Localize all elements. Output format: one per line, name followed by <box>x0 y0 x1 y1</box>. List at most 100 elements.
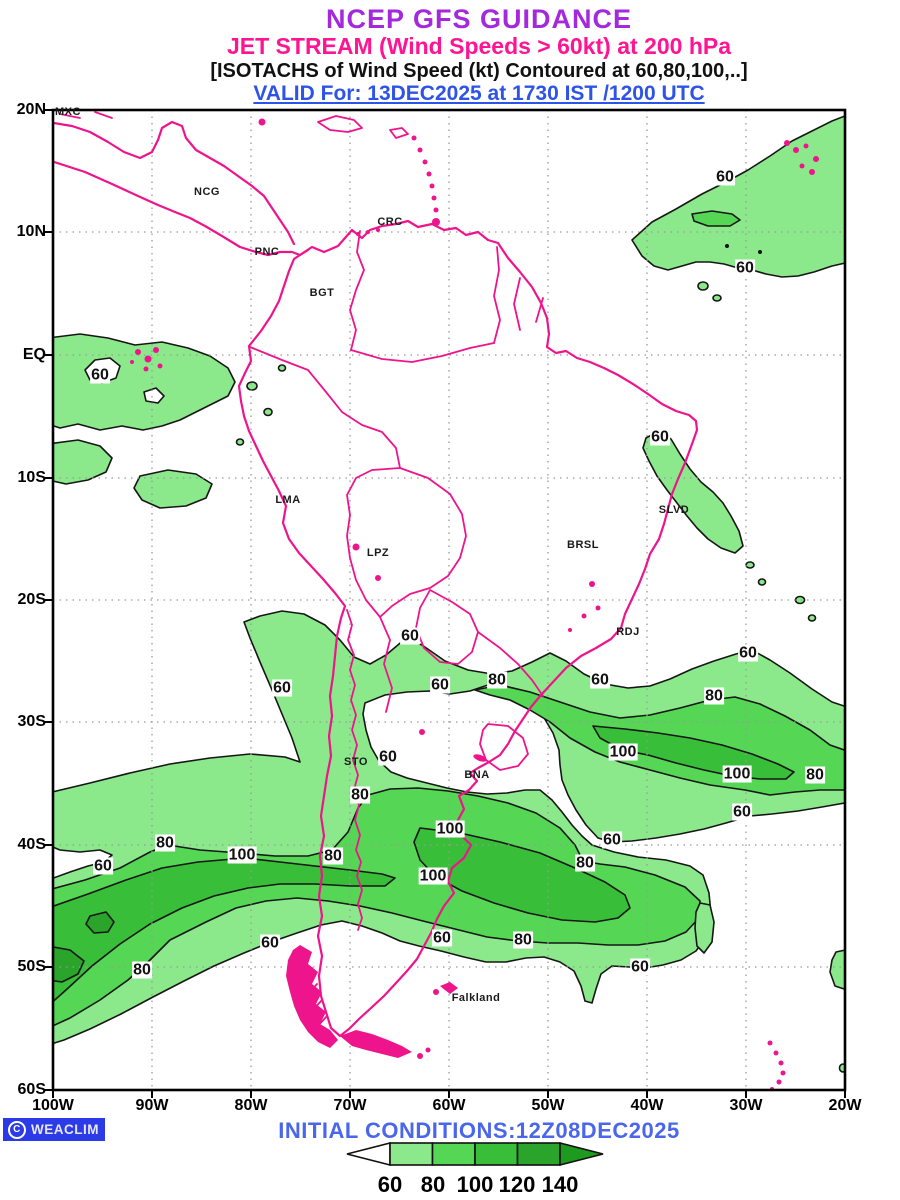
isotach-contour-label: 60 <box>378 748 398 766</box>
lon-axis-label: 60W <box>432 1097 466 1114</box>
city-label: LMA <box>275 494 301 506</box>
islet <box>794 595 806 605</box>
isotach-contour-label: 60 <box>738 644 758 662</box>
cape-verde-islands <box>799 163 805 169</box>
legend-value-label: 100 <box>456 1172 494 1197</box>
lat-axis-label: 40S <box>17 836 46 853</box>
lake-titicaca <box>352 543 360 551</box>
falkland-islands <box>440 982 458 994</box>
islet <box>263 407 273 417</box>
city-label: SLVD <box>658 504 690 516</box>
border-colombia-venezuela <box>349 230 365 351</box>
isotach-contour-label: 60 <box>650 428 670 446</box>
galapagos-islands <box>144 355 152 363</box>
subtitle-isotachs: [ISOTACHS of Wind Speed (kt) Contoured a… <box>210 59 748 82</box>
lat-axis-label: 20N <box>16 101 46 118</box>
legend-value-label: 120 <box>498 1172 536 1197</box>
islet-dot <box>758 250 762 254</box>
galapagos-islands <box>130 360 134 364</box>
isotach-contour-label: 60 <box>732 803 752 821</box>
coastline-south-america <box>237 219 699 1038</box>
cape-verde-islands <box>793 147 799 153</box>
isotach-contour-label: 60 <box>590 671 610 689</box>
copyright-icon: C <box>8 1120 26 1139</box>
legend-value-label: 80 <box>420 1172 446 1197</box>
isotach-contour-label: 80 <box>575 854 595 872</box>
isotach-contour-label: 60 <box>630 958 650 976</box>
isotach-contour-label: 100 <box>435 820 465 838</box>
legend-box-100-120 <box>474 1142 519 1166</box>
cape-verde-islands <box>803 143 809 149</box>
border-bolivia <box>346 467 467 618</box>
isotach-100-region <box>53 857 396 1003</box>
cape-verde-islands <box>813 156 819 162</box>
isotach-contour-label: 60 <box>93 857 113 875</box>
lake-dot <box>589 581 595 587</box>
isotach-contour-label: 60 <box>400 627 420 645</box>
south-sandwich-islands <box>776 1079 782 1085</box>
island-antilles <box>422 159 428 165</box>
lon-axis-label: 40W <box>630 1097 664 1114</box>
lat-axis-label: 10S <box>17 469 46 486</box>
coastline-fragment <box>59 113 81 119</box>
galapagos-islands <box>157 363 163 369</box>
city-label: NCG <box>194 186 220 198</box>
cape-verde-islands <box>784 140 790 146</box>
lat-axis-label: 50S <box>17 958 46 975</box>
initial-conditions-line: INITIAL CONDITIONS:12Z08DEC2025 <box>278 1118 680 1143</box>
island-curacao <box>376 228 380 232</box>
isotach-contour-label: 80 <box>155 834 175 852</box>
isotach-contour-label: 60 <box>430 676 450 694</box>
islet <box>745 561 755 569</box>
legend-colorbar <box>346 1141 604 1167</box>
islet <box>697 281 709 291</box>
isotach-contour-label: 100 <box>722 765 752 783</box>
lon-axis-label: 70W <box>333 1097 367 1114</box>
lat-axis-label: EQ <box>22 346 46 363</box>
isotach-contour-label: 60 <box>90 366 110 384</box>
galapagos-islands <box>153 347 159 353</box>
islet <box>712 294 722 302</box>
island <box>425 1047 431 1053</box>
lon-axis-label: 80W <box>234 1097 268 1114</box>
lat-axis-label: 10N <box>16 223 46 240</box>
city-label: CRC <box>377 216 403 228</box>
legend-arrow-above-140 <box>559 1141 604 1167</box>
south-sandwich-islands <box>773 1050 779 1056</box>
legend-box-120-140 <box>516 1142 561 1166</box>
weaclim-logo: C WEACLIM <box>3 1118 105 1141</box>
island-jamaica <box>258 118 266 126</box>
lake-dot <box>581 613 587 619</box>
south-sandwich-islands <box>767 1040 773 1046</box>
lat-axis-label: 30S <box>17 713 46 730</box>
galapagos-islands <box>135 349 141 355</box>
lon-axis-label: 20W <box>828 1097 862 1114</box>
isotach-contour-label: 80 <box>323 847 343 865</box>
lake-dot <box>419 729 425 735</box>
island-antilles <box>431 195 437 201</box>
isotach-120-region <box>85 911 115 934</box>
isotach-contour-label: 100 <box>418 867 448 885</box>
isotach-contour-label: 80 <box>350 786 370 804</box>
cape-verde-islands <box>809 169 815 175</box>
legend-value-label: 60 <box>377 1172 403 1197</box>
isotach-contour-label: 100 <box>608 743 638 761</box>
lake-dot <box>595 605 601 611</box>
islet <box>757 578 767 586</box>
lon-axis-label: 50W <box>531 1097 565 1114</box>
city-label: PNC <box>254 246 280 258</box>
island-antilles <box>426 171 432 177</box>
border-andes <box>346 609 363 931</box>
legend-arrow-below-60 <box>346 1141 391 1167</box>
coastline-mexico-caribbean <box>53 120 296 246</box>
isotach-contour-label: 60 <box>735 259 755 277</box>
coastline-fragment <box>94 111 113 119</box>
island-puertorico <box>389 127 409 139</box>
valid-time-line: VALID For: 13DEC2025 at 1730 IST /1200 U… <box>253 82 705 106</box>
isotach-80-core <box>691 210 741 227</box>
isotach-contour-label: 60 <box>602 831 622 849</box>
legend-value-label: 140 <box>541 1172 579 1197</box>
island-antilles <box>417 147 423 153</box>
border-paraguay <box>415 589 479 665</box>
islet <box>246 381 258 391</box>
